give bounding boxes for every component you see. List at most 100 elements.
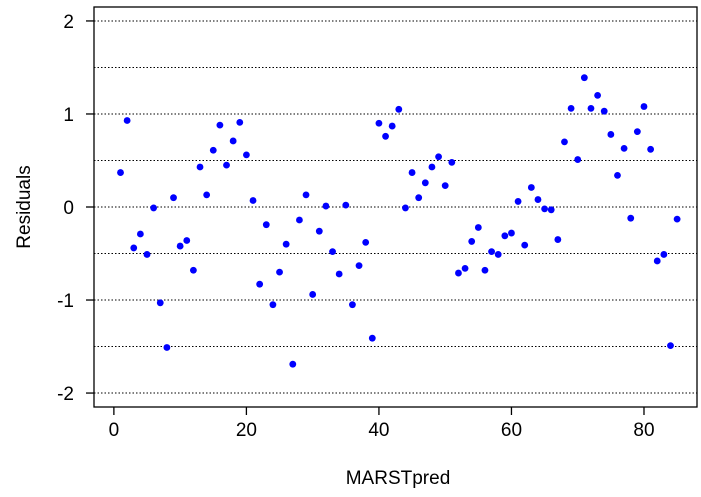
data-point (653, 257, 661, 265)
data-points (117, 74, 681, 368)
data-point (514, 198, 522, 205)
data-point (362, 238, 370, 246)
data-point (607, 131, 615, 138)
data-point (143, 251, 151, 258)
data-point (136, 230, 144, 238)
data-point (209, 146, 217, 154)
data-point (587, 104, 595, 112)
data-point (269, 301, 277, 309)
data-point (421, 179, 429, 187)
data-point (196, 163, 204, 171)
data-point (488, 248, 495, 256)
data-point (428, 163, 436, 171)
y-tick-label: 1 (63, 105, 74, 126)
y-tick-label: -1 (57, 291, 74, 312)
data-point (660, 251, 668, 258)
data-point (508, 229, 515, 237)
data-point (580, 74, 588, 82)
data-point (620, 144, 628, 152)
data-point (130, 244, 138, 252)
y-tick-label: 0 (63, 198, 74, 219)
data-point (554, 236, 562, 243)
data-point (415, 194, 423, 202)
data-point (435, 153, 442, 161)
data-point (388, 122, 396, 130)
y-axis: -2 -1 0 1 2 (57, 12, 94, 405)
data-point (408, 169, 416, 176)
data-point (236, 118, 244, 126)
data-point (567, 104, 575, 112)
x-tick-label: 40 (368, 420, 389, 441)
data-point (203, 191, 211, 199)
data-point (249, 197, 257, 204)
gridlines (94, 20, 697, 394)
data-point (561, 138, 568, 146)
x-tick-label: 80 (633, 420, 654, 441)
data-point (189, 266, 197, 274)
x-tick-label: 60 (501, 420, 522, 441)
data-point (667, 342, 674, 350)
data-point (633, 128, 641, 136)
data-point (474, 224, 482, 231)
data-point (468, 238, 476, 245)
data-point (673, 215, 681, 223)
data-point (176, 242, 184, 250)
data-point (355, 262, 363, 270)
data-point (256, 280, 264, 288)
data-point (315, 227, 323, 235)
y-tick-label: -2 (57, 384, 74, 405)
data-point (282, 240, 290, 248)
y-axis-title: Residuals (14, 165, 35, 248)
data-point (302, 191, 310, 199)
data-point (627, 214, 635, 222)
data-point (375, 119, 383, 127)
data-point (461, 264, 469, 272)
data-point (123, 117, 131, 124)
data-point (170, 194, 177, 202)
data-point (117, 169, 124, 176)
data-point (296, 216, 303, 224)
data-point (342, 201, 350, 209)
data-point (309, 291, 317, 298)
data-point (150, 204, 158, 212)
data-point (335, 270, 343, 278)
data-point (229, 137, 237, 145)
data-point (481, 266, 489, 274)
data-point (534, 196, 542, 203)
data-point (600, 107, 608, 115)
data-point (216, 121, 224, 129)
data-point (329, 248, 336, 256)
data-point (156, 299, 164, 307)
data-point (494, 251, 502, 258)
y-tick-label: 2 (63, 12, 74, 33)
data-point (395, 105, 403, 113)
data-point (640, 103, 648, 110)
data-point (349, 301, 356, 309)
data-point (541, 205, 548, 213)
data-point (322, 202, 330, 210)
data-point (455, 269, 462, 277)
data-point (614, 171, 621, 179)
data-point (647, 145, 655, 153)
data-point (441, 182, 449, 190)
data-point (547, 206, 555, 214)
data-point (183, 237, 191, 244)
data-point (223, 161, 230, 169)
data-point (243, 151, 250, 159)
data-point (527, 184, 535, 191)
x-axis-title: MARSTpred (346, 468, 451, 489)
data-point (594, 91, 602, 99)
data-point (289, 360, 297, 368)
data-point (574, 156, 582, 163)
x-axis: 0 20 40 60 80 (109, 407, 655, 441)
data-point (382, 132, 389, 140)
data-point (501, 232, 509, 240)
data-point (163, 344, 171, 351)
data-point (368, 334, 376, 342)
data-point (521, 241, 529, 249)
x-tick-label: 0 (109, 420, 120, 441)
data-point (448, 158, 456, 166)
data-point (402, 204, 409, 212)
x-tick-label: 20 (236, 420, 257, 441)
